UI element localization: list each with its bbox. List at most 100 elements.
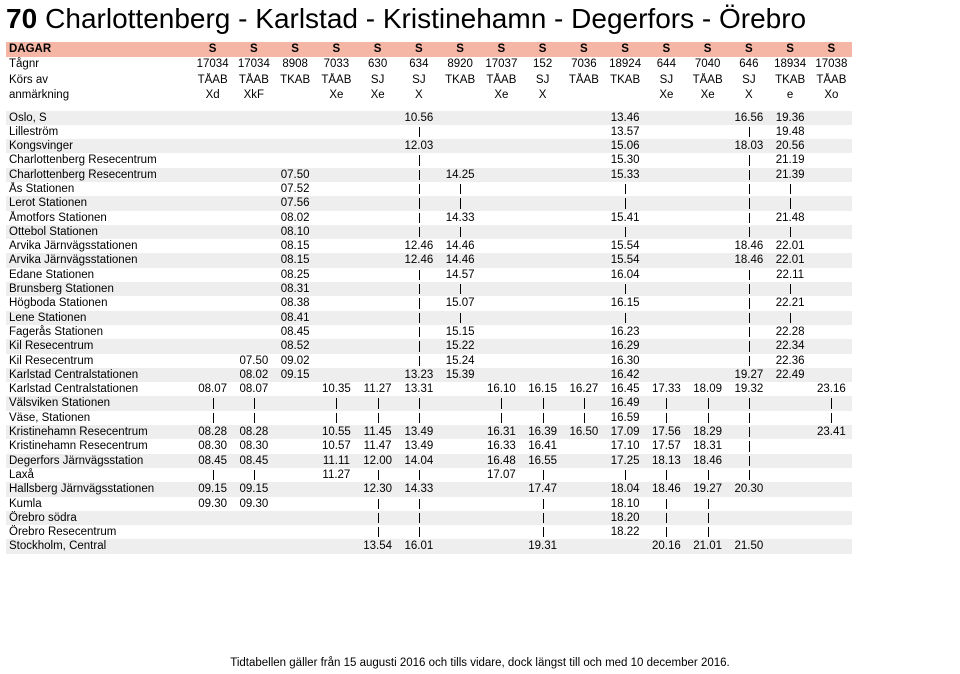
departure-time xyxy=(810,282,852,297)
departure-time xyxy=(563,181,605,197)
departure-time: 19.27 xyxy=(728,367,770,383)
departure-time xyxy=(315,196,357,211)
stop-row: Väse, Stationen 16.59 xyxy=(6,410,852,426)
departure-time xyxy=(357,124,399,140)
departure-time xyxy=(645,239,687,254)
departure-time xyxy=(645,282,687,297)
departure-time xyxy=(810,124,852,140)
meta-value: 18924 xyxy=(604,57,646,73)
meta-row: Tågnr 17034 17034 8908 7033 630 634 8920 17037 15… xyxy=(6,57,852,73)
departure-time xyxy=(810,525,852,540)
stop-row: Örebro södra 18.20 xyxy=(6,510,852,526)
passes-without-stop-marker xyxy=(398,224,440,240)
day-cell: S xyxy=(687,42,729,57)
passes-without-stop-marker xyxy=(810,410,852,426)
stop-name: Lerot Stationen xyxy=(6,196,192,211)
stop-name: Välsviken Stationen xyxy=(6,396,192,411)
departure-time: 09.15 xyxy=(274,367,316,383)
departure-time: 08.15 xyxy=(274,253,316,268)
passes-without-stop-marker xyxy=(439,196,481,211)
departure-time xyxy=(522,282,564,297)
departure-time: 08.41 xyxy=(274,310,316,325)
departure-time xyxy=(480,110,522,125)
departure-time xyxy=(192,353,234,368)
meta-row: Körs av TÅAB TÅAB TKAB TÅAB SJ SJ TKAB TÅAB SJ TÅA… xyxy=(6,72,852,88)
stop-row: Brunsberg Stationen 08.31 xyxy=(6,282,852,297)
stop-name: Oslo, S xyxy=(6,110,192,125)
departure-time xyxy=(439,110,481,125)
stop-row: Oslo, S 10.56 13.46 16.56 19.36 xyxy=(6,110,852,125)
stop-row: Välsviken Stationen 16.49 xyxy=(6,396,852,411)
passes-without-stop-marker xyxy=(687,396,729,411)
passes-without-stop-marker xyxy=(728,310,770,325)
departure-time xyxy=(563,496,605,511)
departure-time: 19.31 xyxy=(522,539,564,554)
stop-name: Stockholm, Central xyxy=(6,539,192,554)
stop-row: Charlottenberg Resecentrum 15.30 21.19 xyxy=(6,153,852,168)
departure-time xyxy=(315,353,357,368)
passes-without-stop-marker xyxy=(728,296,770,311)
departure-time xyxy=(480,167,522,182)
stop-row: Lilleström 13.57 19.48 xyxy=(6,124,852,140)
departure-time xyxy=(563,539,605,554)
departure-time: 16.45 xyxy=(604,382,646,397)
stop-row: Örebro Resecentrum 18.22 xyxy=(6,525,852,540)
departure-time: 20.56 xyxy=(769,139,811,154)
meta-value: Xd xyxy=(192,88,234,104)
departure-time xyxy=(233,310,275,325)
passes-without-stop-marker xyxy=(522,396,564,411)
departure-time: 11.47 xyxy=(357,439,399,454)
meta-value: 17038 xyxy=(810,57,852,73)
passes-without-stop-marker xyxy=(687,525,729,540)
departure-time xyxy=(769,410,811,426)
departure-time xyxy=(645,210,687,225)
departure-time xyxy=(315,496,357,511)
departure-time: 14.25 xyxy=(439,167,481,182)
passes-without-stop-marker xyxy=(398,181,440,197)
departure-time: 20.16 xyxy=(645,539,687,554)
passes-without-stop-marker xyxy=(645,525,687,540)
stop-row: Fagerås Stationen 08.45 15.15 16.23 22.28 xyxy=(6,324,852,340)
day-cell: S xyxy=(192,42,234,57)
departure-time xyxy=(439,396,481,411)
departure-time: 11.11 xyxy=(315,453,357,468)
departure-time: 07.56 xyxy=(274,196,316,211)
departure-time xyxy=(480,525,522,540)
departure-time xyxy=(233,282,275,297)
meta-value: 634 xyxy=(398,57,440,73)
departure-time: 13.31 xyxy=(398,382,440,397)
departure-time: 10.35 xyxy=(315,382,357,397)
departure-time xyxy=(728,510,770,526)
departure-time xyxy=(315,482,357,497)
departure-time xyxy=(687,224,729,240)
passes-without-stop-marker xyxy=(728,467,770,483)
departure-time xyxy=(563,367,605,383)
departure-time: 23.41 xyxy=(810,425,852,440)
departure-time: 09.30 xyxy=(233,496,275,511)
departure-time: 07.50 xyxy=(274,167,316,182)
stop-row: Kil Resecentrum 08.52 15.22 16.29 22.34 xyxy=(6,339,852,354)
departure-time xyxy=(522,224,564,240)
departure-time xyxy=(315,124,357,140)
departure-time xyxy=(522,253,564,268)
departure-time: 08.45 xyxy=(274,324,316,340)
day-cell: S xyxy=(769,42,811,57)
passes-without-stop-marker xyxy=(769,310,811,325)
departure-time xyxy=(810,539,852,554)
departure-time: 20.30 xyxy=(728,482,770,497)
departure-time xyxy=(357,239,399,254)
departure-time: 08.07 xyxy=(233,382,275,397)
departure-time: 12.30 xyxy=(357,482,399,497)
departure-time xyxy=(480,324,522,340)
departure-time: 18.04 xyxy=(604,482,646,497)
stop-row: Karlstad Centralstationen 08.02 09.15 13.23… xyxy=(6,367,852,383)
departure-time: 15.06 xyxy=(604,139,646,154)
departure-time xyxy=(563,224,605,240)
departure-time: 08.28 xyxy=(233,425,275,440)
departure-time: 13.46 xyxy=(604,110,646,125)
departure-time: 12.00 xyxy=(357,453,399,468)
meta-value: 644 xyxy=(645,57,687,73)
departure-time: 11.27 xyxy=(315,467,357,483)
departure-time: 15.33 xyxy=(604,167,646,182)
